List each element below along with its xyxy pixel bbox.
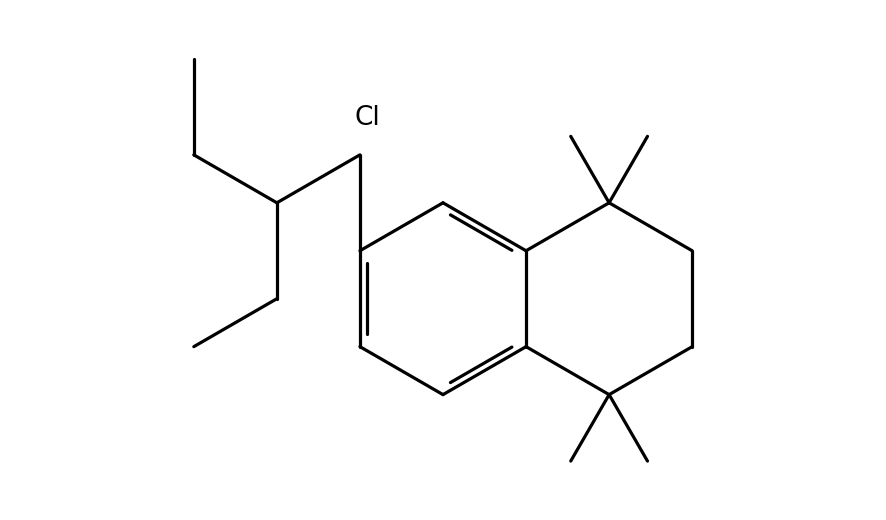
Text: Cl: Cl: [354, 106, 380, 132]
